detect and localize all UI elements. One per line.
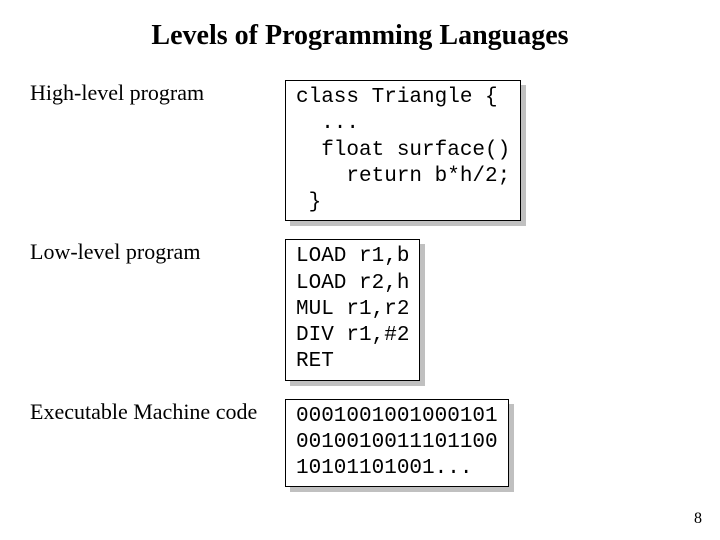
codebox-high-level-wrap: class Triangle { ... float surface() ret… [285, 80, 521, 221]
codebox-low-level: LOAD r1,b LOAD r2,h MUL r1,r2 DIV r1,#2 … [285, 239, 420, 380]
label-high-level: High-level program [30, 80, 285, 106]
page-title: Levels of Programming Languages [30, 20, 690, 52]
codebox-machine-code: 0001001001000101 0010010011101100 101011… [285, 399, 509, 488]
codebox-machine-code-wrap: 0001001001000101 0010010011101100 101011… [285, 399, 509, 488]
row-high-level: High-level program class Triangle { ... … [30, 80, 690, 221]
row-machine-code: Executable Machine code 0001001001000101… [30, 399, 690, 488]
label-machine-code: Executable Machine code [30, 399, 285, 425]
row-low-level: Low-level program LOAD r1,b LOAD r2,h MU… [30, 239, 690, 380]
codebox-low-level-wrap: LOAD r1,b LOAD r2,h MUL r1,r2 DIV r1,#2 … [285, 239, 420, 380]
codebox-high-level: class Triangle { ... float surface() ret… [285, 80, 521, 221]
page-number: 8 [694, 510, 702, 528]
label-low-level: Low-level program [30, 239, 285, 265]
